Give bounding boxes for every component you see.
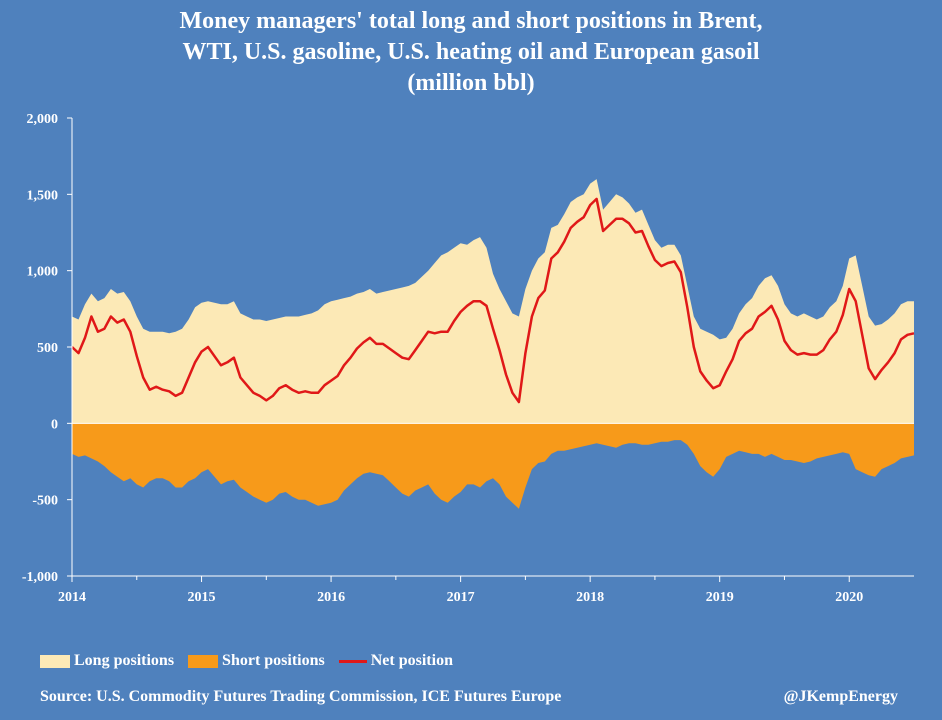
chart-title: Money managers' total long and short pos… — [0, 6, 942, 99]
source-note: Source: U.S. Commodity Futures Trading C… — [40, 688, 562, 705]
y-tick-label: 2,000 — [27, 112, 59, 127]
legend-item-short: Short positions — [188, 652, 325, 670]
chart-title-line-3: (million bbl) — [407, 70, 535, 96]
x-tick-label: 2019 — [706, 590, 734, 605]
legend-label-long: Long positions — [74, 652, 175, 669]
y-tick-label: 1,500 — [27, 188, 59, 203]
axes: -1,000 -500 0 500 1,000 1,500 2,000 2014 2015 201… — [22, 112, 914, 605]
legend-swatch-long — [40, 654, 70, 668]
x-tick-label: 2015 — [188, 590, 216, 605]
series-line-net-position — [71, 197, 915, 404]
author-credit: @JKempEnergy — [783, 688, 898, 705]
legend-label-net: Net position — [370, 652, 453, 669]
legend: Long positions Short positions Net posit… — [40, 651, 467, 671]
chart-title-line-2: WTI, U.S. gasoline, U.S. heating oil and… — [182, 39, 760, 65]
x-tick-label: 2020 — [835, 590, 863, 605]
legend-item-long: Long positions — [40, 652, 174, 670]
chart-title-line-1: Money managers' total long and short pos… — [179, 8, 763, 34]
x-tick-label: 2014 — [58, 590, 86, 605]
plot-area — [71, 179, 915, 509]
series-area-short-positions — [72, 423, 914, 509]
legend-swatch-net — [338, 659, 367, 663]
x-tick-label: 2016 — [317, 590, 345, 605]
series-area-long-positions — [72, 179, 914, 424]
legend-label-short: Short positions — [222, 652, 325, 669]
y-tick-label: -500 — [32, 494, 58, 509]
legend-swatch-short — [188, 654, 219, 668]
legend-item-net: Net position — [338, 652, 453, 670]
x-tick-label: 2017 — [447, 590, 475, 605]
y-tick-label: -1,000 — [22, 570, 58, 585]
y-tick-label: 1,000 — [27, 265, 59, 280]
y-tick-label: 500 — [37, 341, 58, 356]
x-tick-label: 2018 — [576, 590, 604, 605]
y-tick-label: 0 — [51, 417, 58, 432]
